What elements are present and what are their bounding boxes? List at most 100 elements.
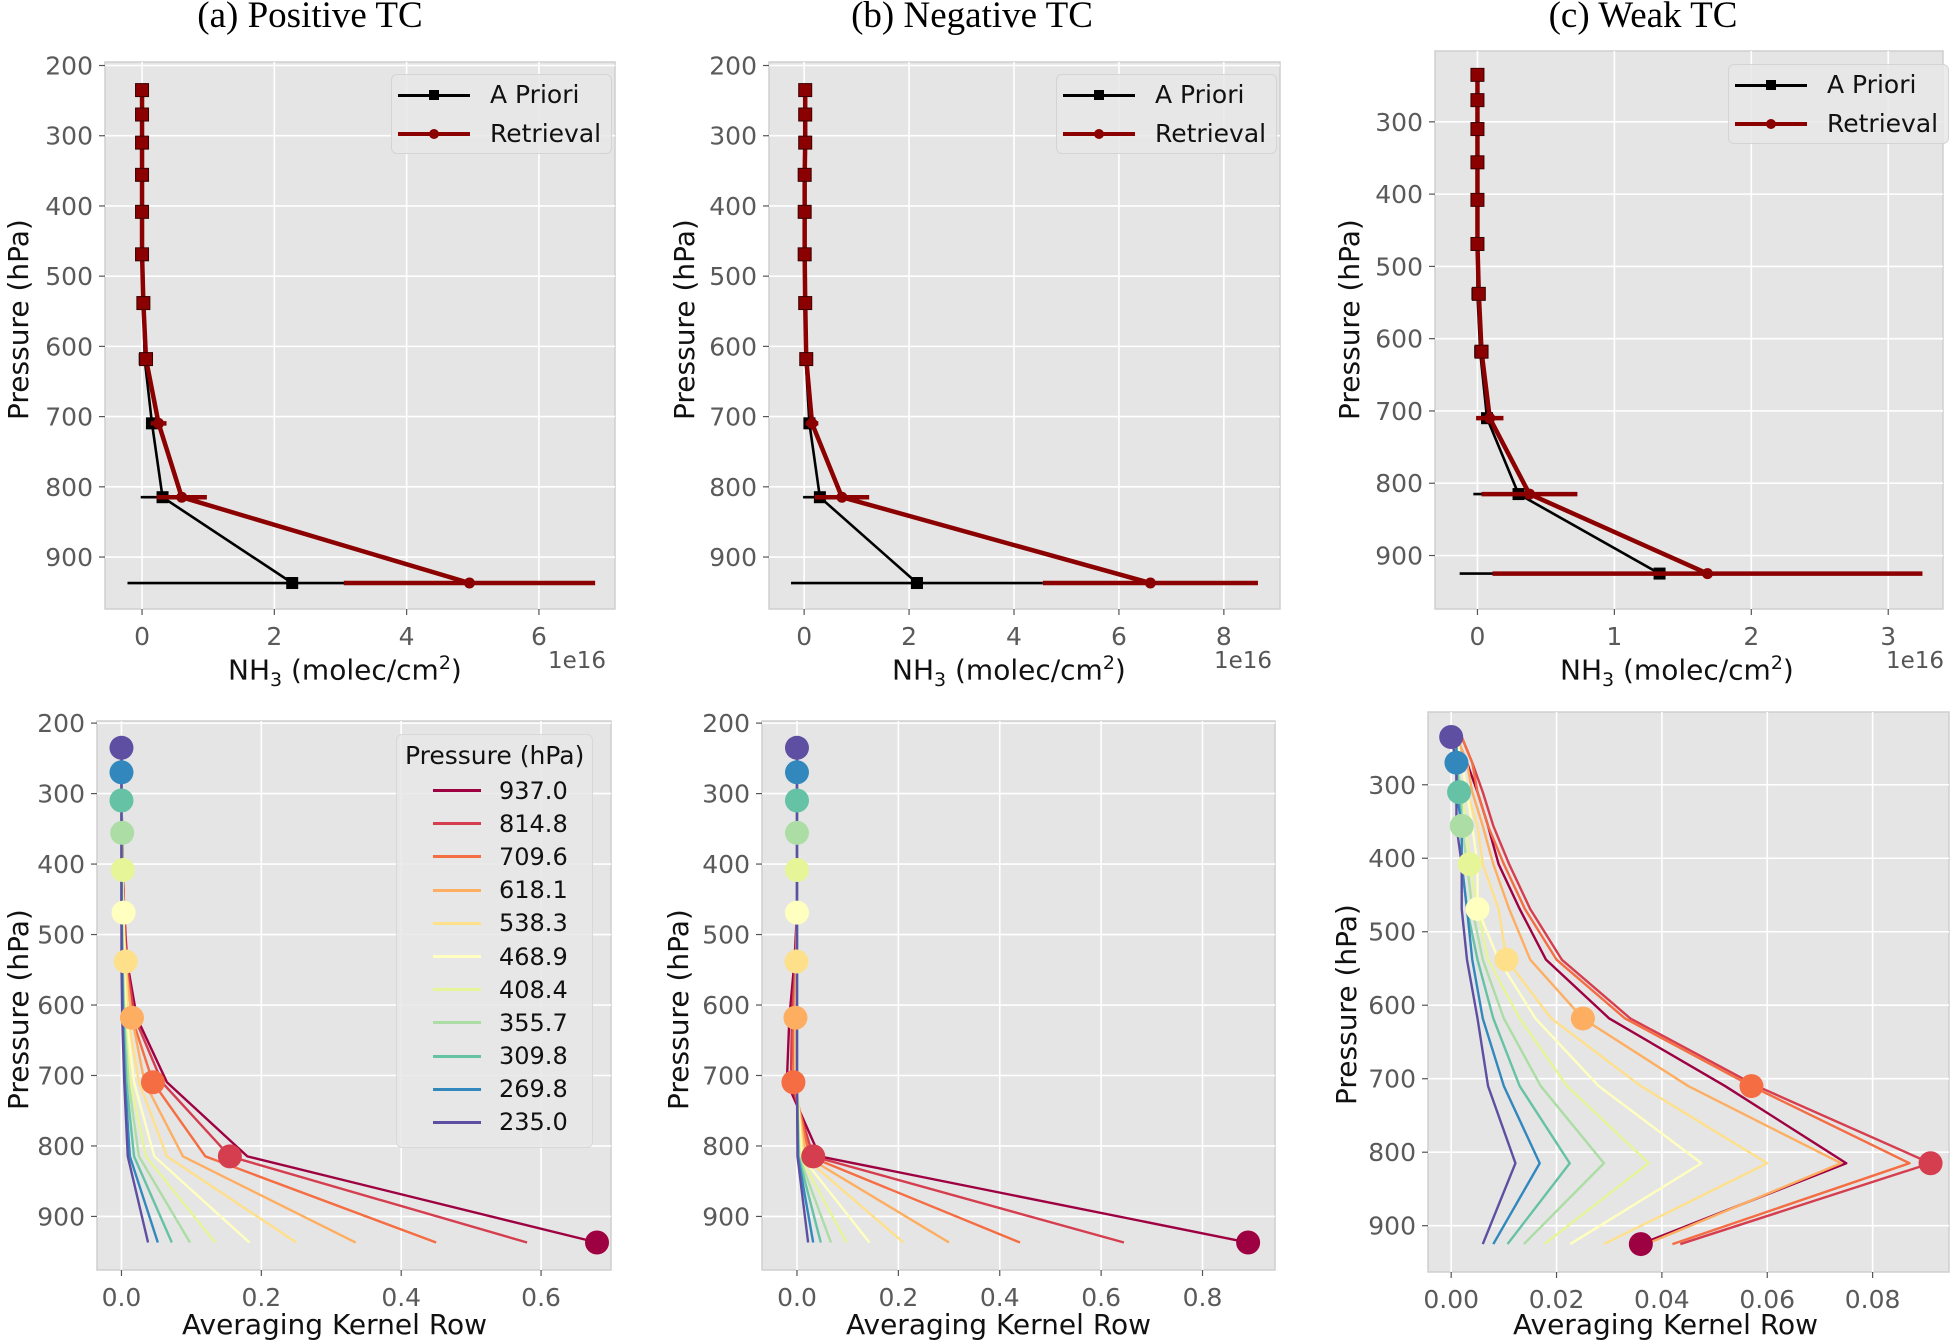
ak-plot-c: 0.00 0.02 0.04 0.06 0.08 300 400 500 600 700 800 90…: [1368, 711, 1950, 1314]
x-tick-label: 0.8: [1183, 1283, 1223, 1312]
overlap-point: [1470, 155, 1485, 170]
x-tick-label: 3: [1880, 622, 1896, 651]
legend-line-swatch: [433, 789, 481, 793]
ak-legend-label: 309.8: [499, 1042, 568, 1071]
ak-legend-item: 814.8: [405, 807, 584, 840]
ak-plot-b: 0.0 0.2 0.4 0.6 0.8 200 300 400 500 600 700 800 900: [702, 709, 1276, 1312]
ak-diagonal-point: [585, 1230, 610, 1255]
ak-legend-label: 269.8: [499, 1075, 568, 1104]
legend-line-swatch: [433, 955, 481, 959]
y-axis-label-b-top: Pressure (hPa): [668, 219, 701, 420]
x-axis-label-a-top: NH3 (molec/cm2): [228, 652, 462, 691]
ak-diagonal-point: [109, 788, 134, 813]
legend-c: A Priori Retrieval: [1728, 64, 1950, 144]
ak-legend-item: 269.8: [405, 1073, 584, 1106]
overlap-point: [799, 352, 814, 367]
y-tick-label: 800: [1375, 469, 1423, 498]
ak-legend-item: 235.0: [405, 1106, 584, 1139]
y-axis-label-b-bot: Pressure (hPa): [662, 909, 695, 1110]
x-label-end: ): [450, 653, 462, 687]
overlap-point: [797, 204, 812, 219]
y-tick-label: 500: [702, 921, 750, 950]
x-axis-label-c-bot: Averaging Kernel Row: [1513, 1308, 1819, 1341]
ak-row-line: [1455, 736, 1843, 1246]
overlap-point: [1470, 93, 1485, 108]
x-axis-label-b-top: NH3 (molec/cm2): [892, 652, 1126, 691]
x-tick-label: 0.02: [1529, 1285, 1585, 1314]
ak-legend-title: Pressure (hPa): [405, 741, 585, 770]
ak-legend-label: 355.7: [499, 1008, 568, 1037]
ak-diagonal-point: [119, 1005, 144, 1030]
ak-diagonal-point: [784, 820, 809, 845]
y-tick-label: 600: [37, 991, 85, 1020]
ak-diagonal-point: [1444, 750, 1469, 775]
y-tick-label: 500: [709, 262, 757, 291]
overlap-point: [135, 204, 150, 219]
ak-diagonal-point: [111, 900, 136, 925]
legend-line-swatch: [433, 1087, 481, 1091]
ak-diagonal-point: [109, 735, 134, 760]
y-tick-label: 700: [709, 403, 757, 432]
ak-diagonal-point: [1447, 780, 1472, 805]
x-label-sub: 3: [934, 668, 947, 691]
ak-diagonal-point: [217, 1144, 242, 1169]
ak-legend-label: 937.0: [499, 776, 568, 805]
ak-legend-label: 814.8: [499, 809, 568, 838]
panel-title-c: (c) Weak TC: [1548, 0, 1738, 36]
legend-line-swatch: [433, 888, 481, 892]
y-tick-label: 300: [1368, 771, 1416, 800]
panel-title-a: (a) Positive TC: [197, 0, 423, 36]
overlap-point: [139, 352, 154, 367]
x-label-rest: (molec/cm: [1614, 653, 1771, 687]
x-tick-label: 8: [1216, 622, 1232, 651]
x-tick-label: 0.6: [521, 1283, 561, 1312]
panel-title-b: (b) Negative TC: [851, 0, 1093, 36]
ak-legend-item: 538.3: [405, 907, 584, 940]
y-tick-label: 200: [702, 709, 750, 738]
overlap-point: [798, 296, 813, 311]
y-tick-label: 600: [45, 332, 93, 361]
legend-item-retrieval: Retrieval: [1057, 114, 1276, 153]
overlap-point: [1470, 236, 1485, 251]
ak-diagonal-point: [140, 1070, 165, 1095]
retrieval-series: [135, 83, 596, 589]
ak-row-line: [1460, 736, 1932, 1246]
y-tick-label: 800: [702, 1132, 750, 1161]
ak-diagonal-points: [781, 735, 1261, 1255]
legend-item-apriori: A Priori: [1057, 75, 1276, 114]
y-tick-label: 800: [1368, 1138, 1416, 1167]
x-tick-label: 0.4: [381, 1283, 421, 1312]
y-tick-label: 400: [37, 850, 85, 879]
overlap-point: [135, 135, 150, 150]
x-axis-label-b-bot: Averaging Kernel Row: [846, 1308, 1152, 1341]
y-tick-label: 700: [37, 1061, 85, 1090]
x-label-main: NH: [1560, 653, 1602, 687]
y-tick-label: 400: [1375, 180, 1423, 209]
y-tick-label: 900: [702, 1202, 750, 1231]
plot-area: [1434, 50, 1944, 610]
ak-diagonal-point: [110, 857, 135, 882]
retrieval-point: [1144, 577, 1156, 589]
legend-label: A Priori: [1827, 70, 1917, 99]
y-tick-label: 300: [709, 122, 757, 151]
x-tick-label: 0.4: [980, 1283, 1020, 1312]
y-tick-label: 300: [37, 780, 85, 809]
x-label-rest: (molec/cm: [946, 653, 1103, 687]
ak-diagonal-point: [1739, 1074, 1764, 1099]
x-label-sup: 2: [1770, 652, 1783, 674]
y-tick-label: 500: [37, 921, 85, 950]
ak-legend-label: 235.0: [499, 1108, 568, 1137]
legend-line-swatch: [433, 988, 481, 992]
legend-line-swatch: [433, 822, 481, 826]
x-label-sub: 3: [1602, 668, 1615, 691]
ak-legend-item: 309.8: [405, 1040, 584, 1073]
ak-diagonal-point: [784, 900, 809, 925]
x-tick-label: 0.2: [241, 1283, 281, 1312]
y-axis-label-c-top: Pressure (hPa): [1333, 219, 1366, 420]
x-tick-label: 2: [266, 622, 282, 651]
ak-diagonal-points: [1439, 724, 1943, 1257]
y-tick-label: 700: [702, 1061, 750, 1090]
y-tick-label: 900: [37, 1202, 85, 1231]
retrieval-point: [1701, 568, 1713, 580]
square-marker-icon: [1735, 75, 1807, 95]
